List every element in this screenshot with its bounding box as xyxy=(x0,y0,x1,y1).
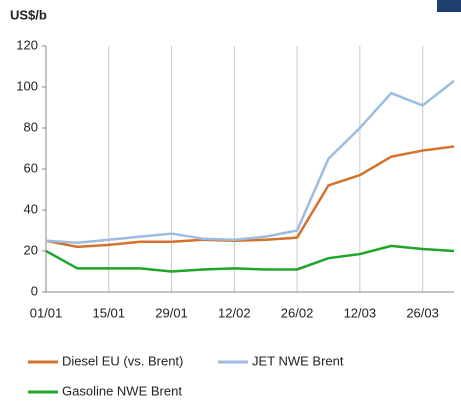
series-line xyxy=(45,145,455,249)
x-tick-label: 26/02 xyxy=(281,305,314,320)
y-tick-label: 120 xyxy=(16,37,38,52)
series-line xyxy=(45,244,455,273)
y-axis-label: US$/b xyxy=(10,7,47,22)
x-tick-label: 01/01 xyxy=(30,305,63,320)
y-tick-label: 80 xyxy=(24,119,38,134)
y-tick-label: 40 xyxy=(24,201,38,216)
x-tick-label: 26/03 xyxy=(406,305,439,320)
x-tick-label: 29/01 xyxy=(155,305,188,320)
y-tick-label: 0 xyxy=(31,283,38,298)
y-tick-label: 60 xyxy=(24,160,38,175)
series-line xyxy=(45,79,455,245)
y-tick-label: 100 xyxy=(16,78,38,93)
legend-label: JET NWE Brent xyxy=(252,353,344,368)
x-tick-label: 15/01 xyxy=(92,305,125,320)
corner-badge xyxy=(437,0,461,12)
x-tick-label: 12/03 xyxy=(344,305,377,320)
legend-label: Gasoline NWE Brent xyxy=(62,383,182,398)
legend-label: Diesel EU (vs. Brent) xyxy=(62,353,183,368)
x-tick-label: 12/02 xyxy=(218,305,251,320)
y-tick-label: 20 xyxy=(24,242,38,257)
